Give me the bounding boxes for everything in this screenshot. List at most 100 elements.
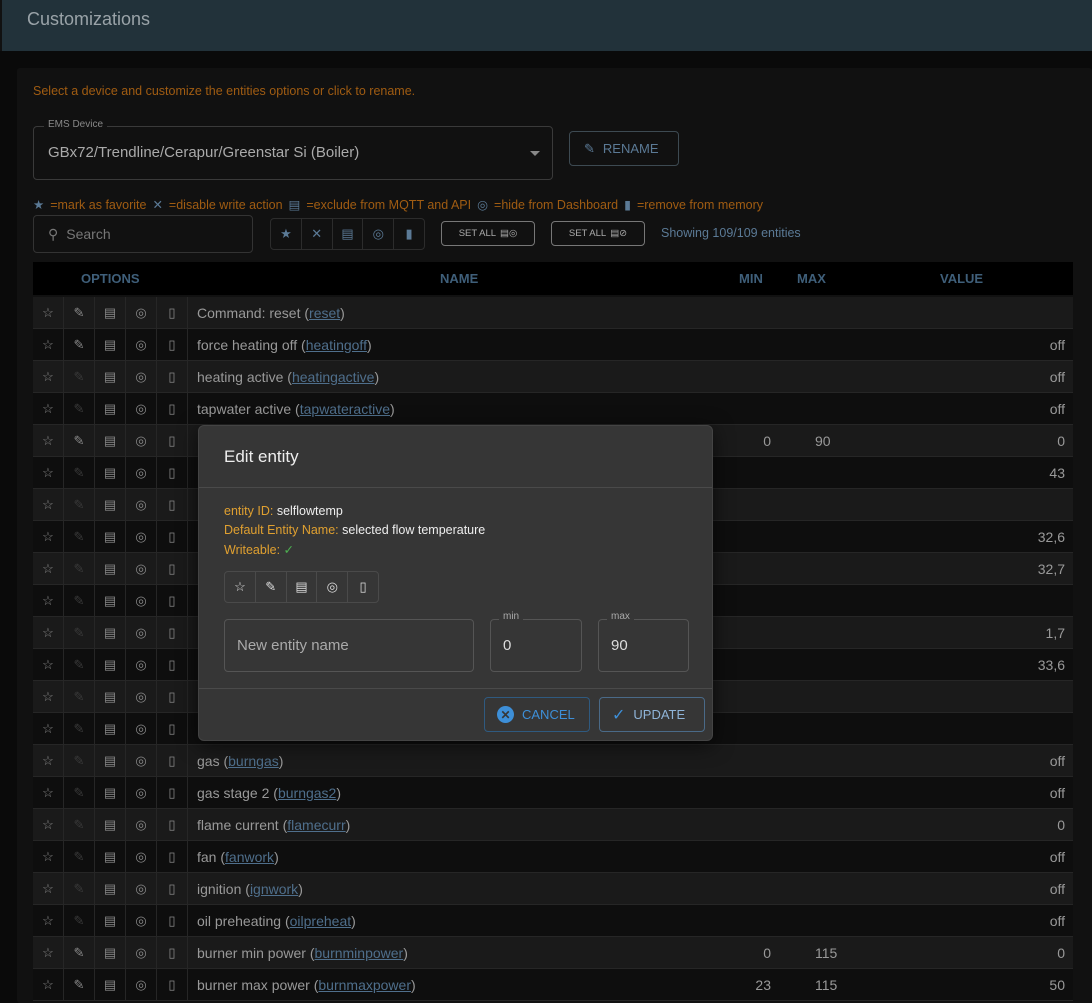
comment-icon[interactable]: ▤ xyxy=(95,969,126,1000)
delete-icon[interactable]: ▯ xyxy=(157,777,188,808)
delete-icon[interactable]: ▯ xyxy=(157,873,188,904)
filter-exclude-toggle[interactable]: ▤ xyxy=(333,219,364,249)
min-input[interactable]: min 0 xyxy=(490,611,582,672)
star-icon[interactable]: ☆ xyxy=(33,329,64,360)
entity-id-link[interactable]: burngas2 xyxy=(277,785,337,801)
star-icon[interactable]: ☆ xyxy=(33,777,64,808)
pencil-icon[interactable]: ✎ xyxy=(64,969,95,1000)
comment-icon[interactable]: ▤ xyxy=(95,937,126,968)
delete-icon[interactable]: ▯ xyxy=(157,553,188,584)
eye-icon[interactable]: ◎ xyxy=(126,585,157,616)
eye-icon[interactable]: ◎ xyxy=(126,937,157,968)
mqtt-toggle[interactable]: ▤ xyxy=(287,572,318,602)
eye-icon[interactable]: ◎ xyxy=(126,329,157,360)
pencil-icon[interactable]: ✎ xyxy=(64,649,95,680)
star-icon[interactable]: ☆ xyxy=(33,713,64,744)
delete-icon[interactable]: ▯ xyxy=(157,745,188,776)
max-input[interactable]: max 90 xyxy=(598,611,689,672)
rename-button[interactable]: ✎ RENAME xyxy=(569,131,679,166)
star-icon[interactable]: ☆ xyxy=(33,457,64,488)
entity-id-link[interactable]: fanwork xyxy=(225,849,275,865)
delete-icon[interactable]: ▯ xyxy=(157,521,188,552)
delete-icon[interactable]: ▯ xyxy=(157,841,188,872)
pencil-icon[interactable]: ✎ xyxy=(64,777,95,808)
pencil-icon[interactable]: ✎ xyxy=(64,489,95,520)
write-toggle[interactable]: ✎ xyxy=(256,572,287,602)
col-min[interactable]: MIN xyxy=(739,271,763,286)
filter-hide-toggle[interactable]: ◎ xyxy=(363,219,395,249)
delete-icon[interactable]: ▯ xyxy=(157,393,188,424)
eye-icon[interactable]: ◎ xyxy=(126,969,157,1000)
col-name[interactable]: NAME xyxy=(440,271,479,286)
eye-icon[interactable]: ◎ xyxy=(126,553,157,584)
entity-id-link[interactable]: burngas xyxy=(228,753,279,769)
comment-icon[interactable]: ▤ xyxy=(95,361,126,392)
entity-id-link[interactable]: flamecurr xyxy=(287,817,346,833)
entity-id-link[interactable]: heatingactive xyxy=(291,369,375,385)
star-icon[interactable]: ☆ xyxy=(33,489,64,520)
comment-icon[interactable]: ▤ xyxy=(95,681,126,712)
visibility-toggle[interactable]: ◎ xyxy=(317,572,349,602)
update-button[interactable]: ✓ UPDATE xyxy=(599,697,705,732)
eye-icon[interactable]: ◎ xyxy=(126,425,157,456)
pencil-icon[interactable]: ✎ xyxy=(64,457,95,488)
eye-icon[interactable]: ◎ xyxy=(126,873,157,904)
comment-icon[interactable]: ▤ xyxy=(95,745,126,776)
eye-icon[interactable]: ◎ xyxy=(126,841,157,872)
entity-id-link[interactable]: reset xyxy=(309,305,341,321)
eye-icon[interactable]: ◎ xyxy=(126,521,157,552)
pencil-icon[interactable]: ✎ xyxy=(64,585,95,616)
delete-icon[interactable]: ▯ xyxy=(157,329,188,360)
star-icon[interactable]: ☆ xyxy=(33,649,64,680)
filter-delete-toggle[interactable]: ▮ xyxy=(405,226,413,241)
pencil-icon[interactable]: ✎ xyxy=(64,425,95,456)
pencil-icon[interactable]: ✎ xyxy=(64,873,95,904)
delete-icon[interactable]: ▯ xyxy=(157,681,188,712)
col-max[interactable]: MAX xyxy=(797,271,826,286)
delete-icon[interactable]: ▯ xyxy=(157,809,188,840)
star-icon[interactable]: ☆ xyxy=(33,585,64,616)
set-all-hidden-button[interactable]: SET ALL ▤⊘ xyxy=(551,221,645,246)
comment-icon[interactable]: ▤ xyxy=(95,873,126,904)
star-icon[interactable]: ☆ xyxy=(33,425,64,456)
pencil-icon[interactable]: ✎ xyxy=(64,297,95,328)
pencil-icon[interactable]: ✎ xyxy=(64,329,95,360)
entity-id-link[interactable]: oilpreheat xyxy=(289,913,352,929)
eye-icon[interactable]: ◎ xyxy=(126,745,157,776)
comment-icon[interactable]: ▤ xyxy=(95,649,126,680)
entity-id-link[interactable]: heatingoff xyxy=(305,337,367,353)
eye-icon[interactable]: ◎ xyxy=(126,393,157,424)
pencil-icon[interactable]: ✎ xyxy=(64,361,95,392)
star-icon[interactable]: ☆ xyxy=(33,745,64,776)
entity-name-input[interactable]: New entity name xyxy=(224,619,474,672)
comment-icon[interactable]: ▤ xyxy=(95,393,126,424)
comment-icon[interactable]: ▤ xyxy=(95,457,126,488)
entity-id-link[interactable]: burnminpower xyxy=(314,945,404,961)
comment-icon[interactable]: ▤ xyxy=(95,297,126,328)
delete-icon[interactable]: ▯ xyxy=(157,713,188,744)
star-icon[interactable]: ☆ xyxy=(33,617,64,648)
pencil-icon[interactable]: ✎ xyxy=(64,937,95,968)
delete-icon[interactable]: ▯ xyxy=(157,969,188,1000)
delete-icon[interactable]: ▯ xyxy=(157,617,188,648)
comment-icon[interactable]: ▤ xyxy=(95,425,126,456)
set-all-visible-button[interactable]: SET ALL ▤◎ xyxy=(441,221,535,246)
eye-icon[interactable]: ◎ xyxy=(126,713,157,744)
star-icon[interactable]: ☆ xyxy=(33,521,64,552)
comment-icon[interactable]: ▤ xyxy=(95,521,126,552)
eye-icon[interactable]: ◎ xyxy=(126,297,157,328)
pencil-icon[interactable]: ✎ xyxy=(64,905,95,936)
comment-icon[interactable]: ▤ xyxy=(95,777,126,808)
pencil-icon[interactable]: ✎ xyxy=(64,841,95,872)
comment-icon[interactable]: ▤ xyxy=(95,585,126,616)
comment-icon[interactable]: ▤ xyxy=(95,329,126,360)
eye-icon[interactable]: ◎ xyxy=(126,361,157,392)
eye-icon[interactable]: ◎ xyxy=(126,649,157,680)
comment-icon[interactable]: ▤ xyxy=(95,617,126,648)
delete-icon[interactable]: ▯ xyxy=(157,361,188,392)
pencil-icon[interactable]: ✎ xyxy=(64,809,95,840)
pencil-icon[interactable]: ✎ xyxy=(64,393,95,424)
star-icon[interactable]: ☆ xyxy=(33,873,64,904)
pencil-icon[interactable]: ✎ xyxy=(64,745,95,776)
star-icon[interactable]: ☆ xyxy=(33,809,64,840)
